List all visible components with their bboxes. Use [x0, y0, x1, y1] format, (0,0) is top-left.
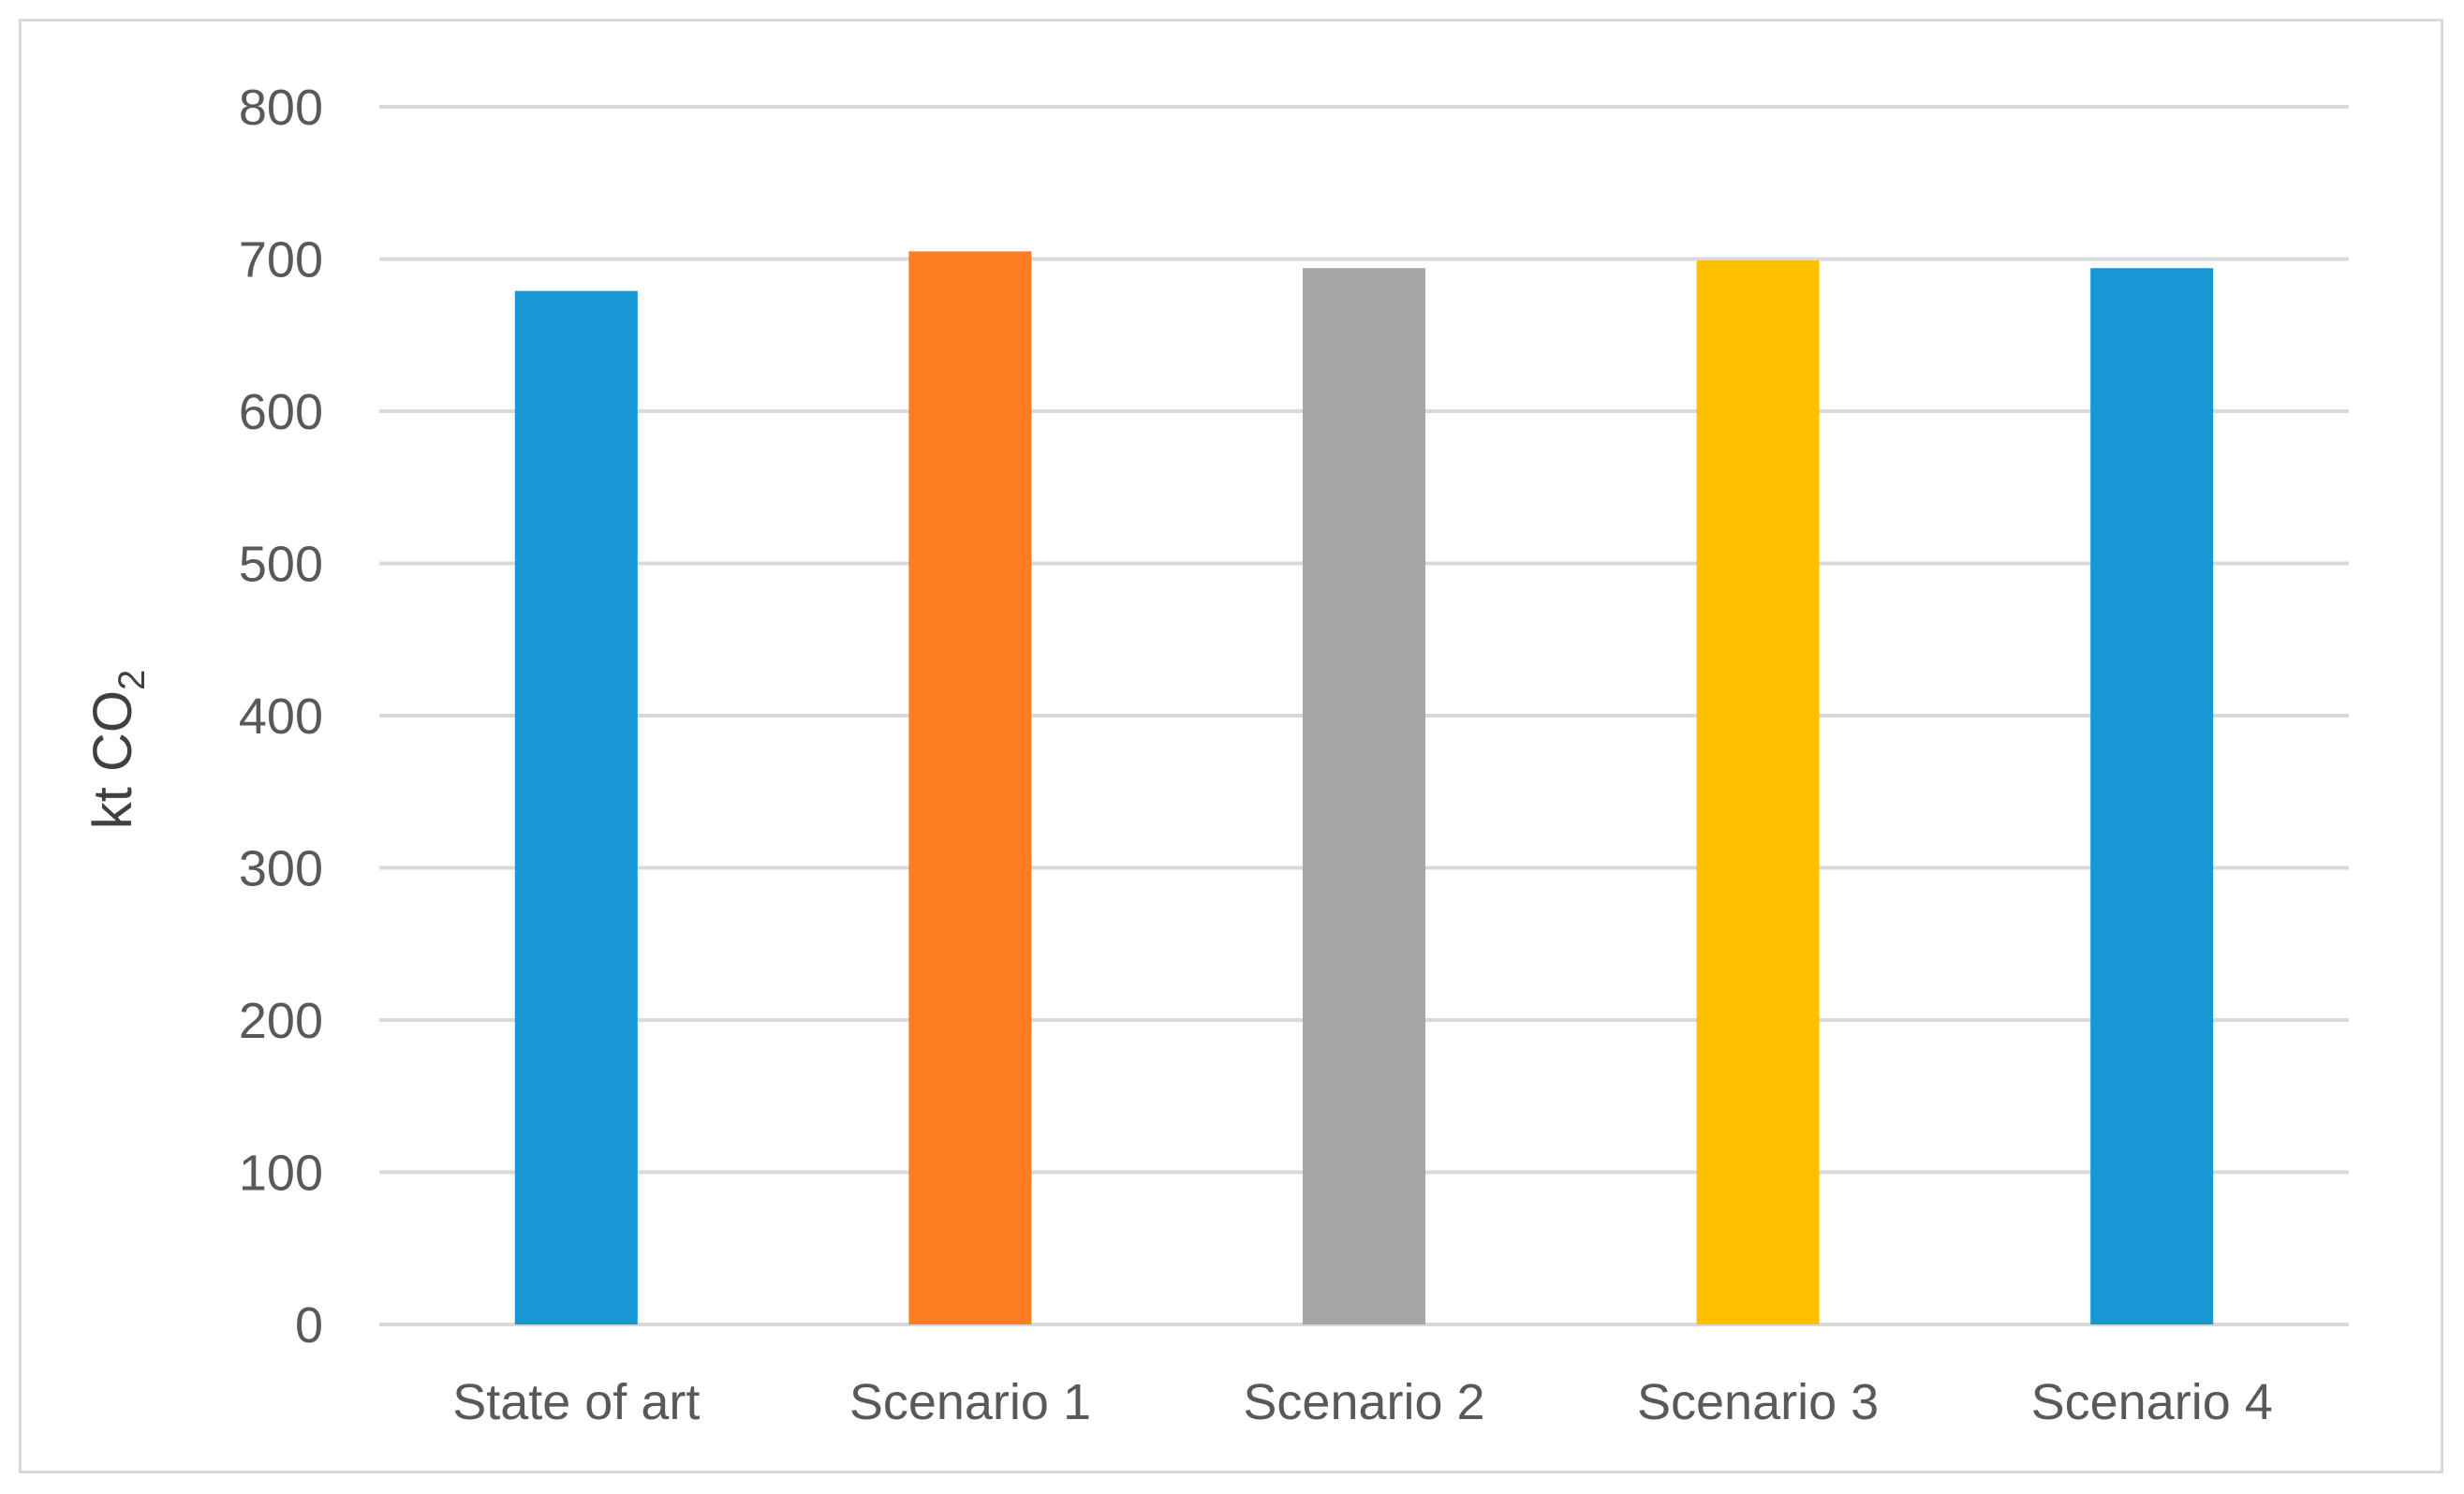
x-tick-label-scenario-4: Scenario 4	[2031, 1374, 2273, 1430]
y-axis-tick-labels: 0 100 200 300 400 500 600 700 800	[239, 80, 323, 1353]
bar-scenario-4	[2090, 268, 2214, 1324]
y-tick-label-700: 700	[239, 232, 323, 288]
x-tick-label-state-of-art: State of art	[452, 1374, 700, 1430]
y-axis-title-text: kt CO	[82, 690, 143, 829]
x-tick-label-scenario-3: Scenario 3	[1637, 1374, 1879, 1430]
y-tick-label-300: 300	[239, 841, 323, 897]
y-tick-label-100: 100	[239, 1146, 323, 1202]
x-axis-tick-labels: State of art Scenario 1 Scenario 2 Scenario…	[452, 1374, 2273, 1430]
y-tick-label-400: 400	[239, 688, 323, 745]
x-tick-label-scenario-1: Scenario 1	[849, 1374, 1091, 1430]
y-tick-label-800: 800	[239, 80, 323, 136]
y-axis-title: kt CO2	[82, 670, 153, 829]
y-axis-title-subscript: 2	[111, 670, 153, 690]
bar-scenario-3	[1696, 260, 1820, 1324]
y-tick-label-500: 500	[239, 537, 323, 593]
y-tick-label-600: 600	[239, 384, 323, 440]
bars	[514, 251, 2214, 1324]
bar-scenario-2	[1303, 268, 1425, 1324]
y-tick-label-0: 0	[295, 1297, 323, 1353]
bar-scenario-1	[908, 251, 1032, 1324]
bar-state-of-art	[514, 290, 638, 1324]
y-tick-label-200: 200	[239, 993, 323, 1049]
x-tick-label-scenario-2: Scenario 2	[1243, 1374, 1484, 1430]
chart-frame	[19, 19, 2443, 1473]
